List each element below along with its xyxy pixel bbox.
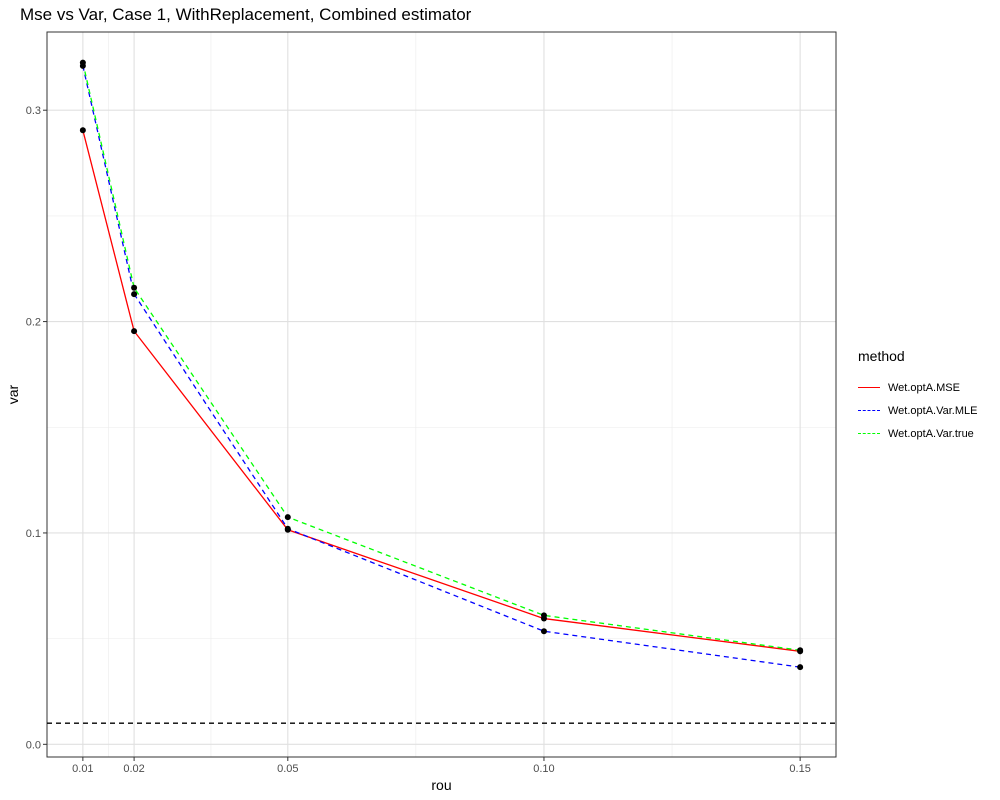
y-tick-label: 0.3 xyxy=(26,105,41,117)
chart-legend: method Wet.optA.MSE Wet.optA.Var.MLE Wet.o… xyxy=(858,348,977,445)
y-axis-label: var xyxy=(5,384,21,404)
x-axis-label: rou xyxy=(431,777,451,793)
data-point xyxy=(540,628,547,635)
x-tick-label: 0.10 xyxy=(533,763,554,775)
legend-item-wet-opta-var-mle: Wet.optA.Var.MLE xyxy=(858,399,977,422)
chart-title: Mse vs Var, Case 1, WithReplacement, Com… xyxy=(20,5,472,24)
data-point xyxy=(131,284,138,291)
legend-label: Wet.optA.Var.true xyxy=(888,427,974,440)
panel-border xyxy=(46,31,837,758)
data-point xyxy=(284,514,291,521)
data-point xyxy=(131,328,138,335)
legend-item-wet-opta-mse: Wet.optA.MSE xyxy=(858,376,977,399)
data-point xyxy=(540,612,547,619)
data-point xyxy=(79,59,86,66)
legend-title: method xyxy=(858,348,905,364)
x-tick-label: 0.02 xyxy=(123,763,144,775)
x-tick-label: 0.05 xyxy=(277,763,298,775)
y-tick-label: 0.0 xyxy=(26,739,41,751)
legend-key xyxy=(858,433,880,434)
data-point xyxy=(284,525,291,532)
y-tick-label: 0.1 xyxy=(26,528,41,540)
series-line-wet-opta-var-mle xyxy=(82,65,801,668)
legend-item-wet-opta-var-true: Wet.optA.Var.true xyxy=(858,422,977,445)
legend-key xyxy=(858,410,880,411)
legend-key xyxy=(858,387,880,388)
x-tick-label: 0.01 xyxy=(72,763,93,775)
data-point xyxy=(797,664,804,671)
y-tick-label: 0.2 xyxy=(26,317,41,329)
series-line-wet-opta-var-true xyxy=(82,62,801,651)
legend-label: Wet.optA.MSE xyxy=(888,381,960,394)
x-tick-label: 0.15 xyxy=(789,763,810,775)
data-point xyxy=(797,647,804,654)
data-point xyxy=(79,127,86,134)
legend-label: Wet.optA.Var.MLE xyxy=(888,404,978,417)
data-point xyxy=(131,291,138,298)
series-line-wet-opta-mse xyxy=(82,130,801,652)
